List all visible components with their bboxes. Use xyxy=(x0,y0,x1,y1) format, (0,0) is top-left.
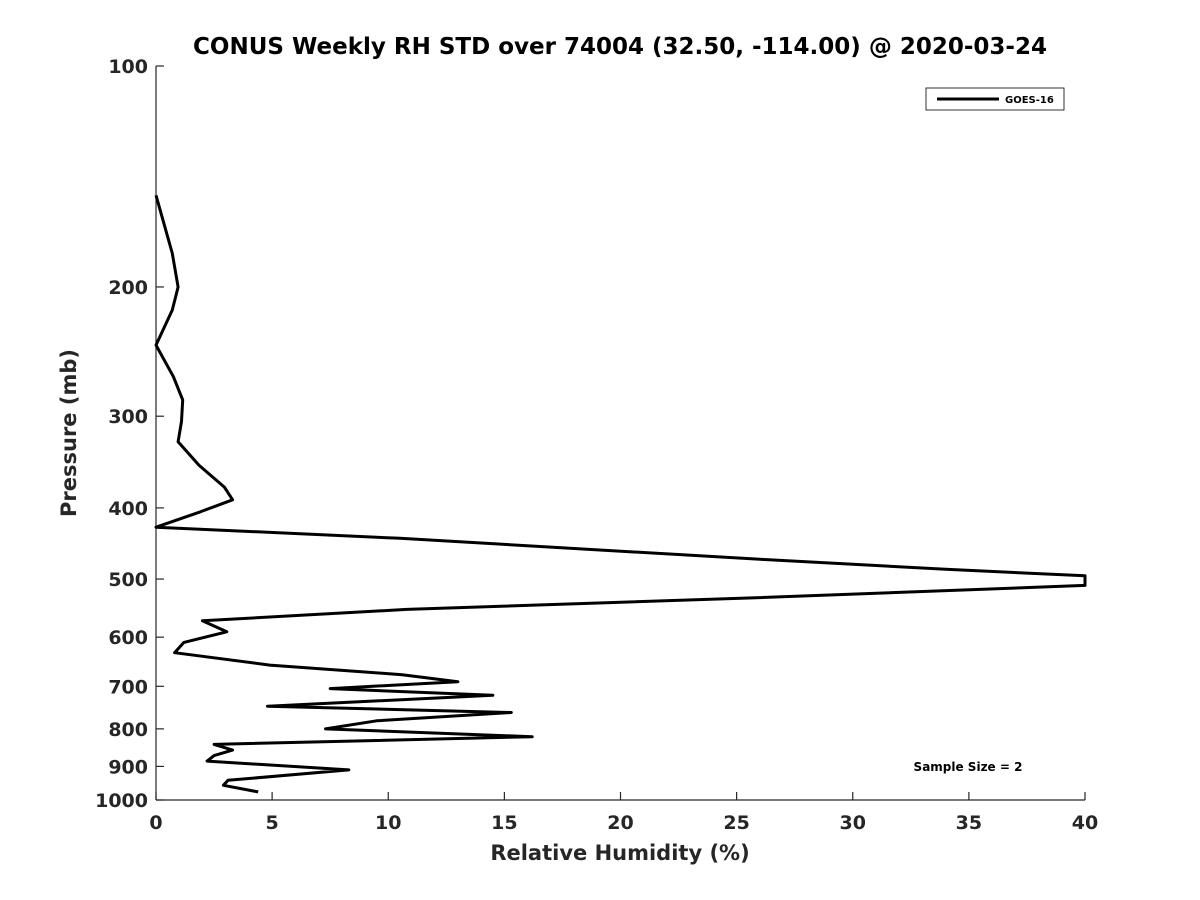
y-tick-label: 300 xyxy=(108,406,148,428)
series-line-goes-16 xyxy=(154,194,1087,794)
x-tick-label: 20 xyxy=(607,812,633,834)
x-tick-label: 35 xyxy=(956,812,982,834)
y-tick-label: 700 xyxy=(108,676,148,698)
y-tick-label: 500 xyxy=(108,569,148,591)
y-axis-label: Pressure (mb) xyxy=(57,349,81,517)
y-tick-label: 200 xyxy=(108,277,148,299)
y-tick-label: 100 xyxy=(108,56,148,78)
x-axis-label: Relative Humidity (%) xyxy=(490,841,749,865)
chart-title: CONUS Weekly RH STD over 74004 (32.50, -… xyxy=(193,34,1047,60)
x-tick-label: 5 xyxy=(266,812,279,834)
x-tick-label: 10 xyxy=(375,812,401,834)
y-tick-label: 400 xyxy=(108,498,148,520)
x-tick-label: 25 xyxy=(723,812,749,834)
x-tick-label: 30 xyxy=(840,812,866,834)
y-tick-label: 600 xyxy=(108,627,148,649)
y-tick-label: 1000 xyxy=(95,790,148,812)
y-ticks: 100 200 300 400 500 600 700 800 900 1000 xyxy=(95,56,164,812)
legend-label-goes-16: GOES-16 xyxy=(1005,95,1054,106)
x-tick-label: 0 xyxy=(149,812,162,834)
x-ticks: 0 5 10 15 20 25 30 35 40 xyxy=(149,792,1098,834)
x-tick-label: 15 xyxy=(491,812,517,834)
y-tick-label: 900 xyxy=(108,756,148,778)
y-tick-label: 800 xyxy=(108,719,148,741)
sample-size-annotation: Sample Size = 2 xyxy=(914,760,1023,774)
x-tick-label: 40 xyxy=(1072,812,1098,834)
legend: GOES-16 xyxy=(925,87,1065,111)
